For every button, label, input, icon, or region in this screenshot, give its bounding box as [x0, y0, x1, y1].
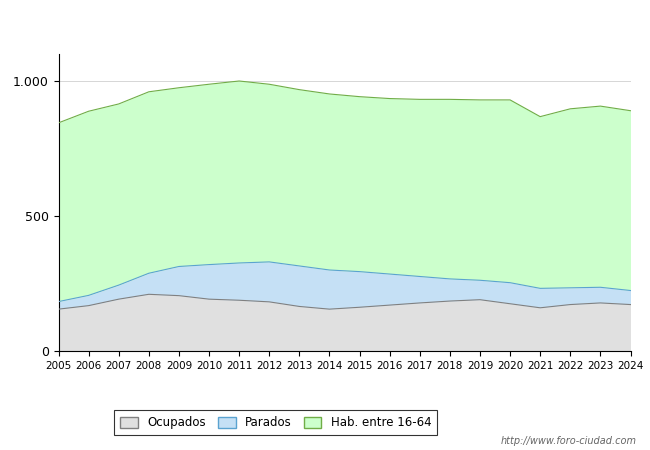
Text: Pastriz  -  Evolucion de la poblacion en edad de Trabajar Mayo de 2024: Pastriz - Evolucion de la poblacion en e… — [79, 15, 571, 30]
Text: http://www.foro-ciudad.com: http://www.foro-ciudad.com — [501, 436, 637, 446]
Legend: Ocupados, Parados, Hab. entre 16-64: Ocupados, Parados, Hab. entre 16-64 — [114, 410, 437, 435]
